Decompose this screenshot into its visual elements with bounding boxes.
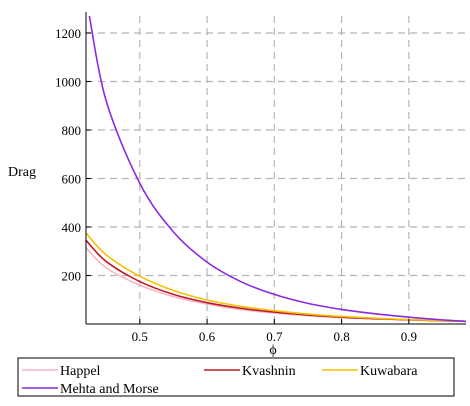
tick-layer: 0.5 0.6 0.7 0.8 0.9 200 400 600 800 1000 1200 xyxy=(55,26,417,344)
y-tick-label: 600 xyxy=(62,171,82,186)
x-tick-label: 0.8 xyxy=(333,329,349,344)
x-tick-label: 0.9 xyxy=(401,329,417,344)
x-tick-label: 0.7 xyxy=(266,329,283,344)
y-axis-label: Drag xyxy=(8,165,36,180)
y-tick-label: 200 xyxy=(62,268,82,283)
y-tick-label: 1200 xyxy=(55,26,81,41)
grid-layer xyxy=(86,16,466,324)
legend-box xyxy=(17,357,455,397)
legend-label-kvashnin: Kvashnin xyxy=(242,364,296,379)
series-line-mehta-and-morse xyxy=(88,15,466,323)
frame-layer xyxy=(85,12,466,325)
x-axis-label: ϕ xyxy=(269,343,276,358)
y-tick-label: 800 xyxy=(62,123,82,138)
legend-label-happel: Happel xyxy=(60,364,101,379)
y-tick-label: 400 xyxy=(62,220,82,235)
series-layer xyxy=(86,15,466,323)
x-tick-label: 0.5 xyxy=(132,329,148,344)
legend-label-mehta-and-morse: Mehta and Morse xyxy=(60,382,159,397)
x-tick-label: 0.6 xyxy=(199,329,216,344)
y-tick-label: 1000 xyxy=(55,74,81,89)
legend: Happel Kvashnin Kuwabara Mehta and Morse xyxy=(17,357,455,397)
legend-label-kuwabara: Kuwabara xyxy=(360,364,418,379)
